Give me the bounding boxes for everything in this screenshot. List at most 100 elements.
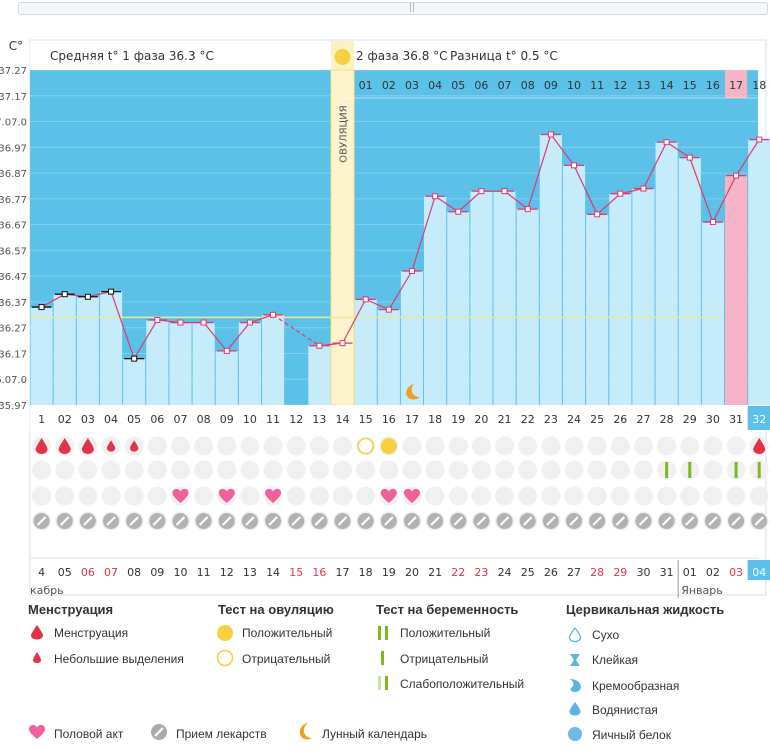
date-label: 20 — [405, 566, 419, 579]
event-slot — [240, 436, 260, 456]
phase2-day-label: 09 — [544, 79, 558, 92]
y-tick-label: 36.17 — [0, 349, 27, 360]
phase2-header — [341, 41, 758, 70]
ovulation-label: ОВУЛЯЦИЯ — [339, 105, 350, 163]
event-slot — [32, 486, 52, 506]
temperature-line-segment — [620, 187, 644, 195]
date-label: 18 — [359, 566, 373, 579]
cycle-day-label: 30 — [706, 413, 720, 426]
pill-stroke — [152, 516, 163, 526]
y-tick-label: 37.17 — [0, 92, 27, 103]
y-tick-label: 36.27 — [0, 324, 27, 335]
date-label: 12 — [220, 566, 234, 579]
pill-stroke — [546, 516, 556, 526]
date-label: 29 — [613, 566, 627, 579]
single-bar-icon — [734, 462, 738, 478]
y-tick-label: 37.07.0 — [0, 118, 27, 129]
heart-icon — [172, 489, 189, 503]
chart-svg: Средняя t° 1 фаза 36.3 °C 2 фаза 36.8 °C Р… — [0, 39, 770, 598]
date-label: 4 — [38, 566, 45, 579]
phase2-day-label: 11 — [590, 79, 604, 92]
pill-stroke — [661, 516, 672, 526]
single-bar-icon — [381, 651, 384, 665]
date-label: 24 — [498, 566, 512, 579]
blood-drop-icon — [753, 438, 766, 454]
event-slot — [448, 460, 468, 480]
event-slot — [471, 460, 491, 480]
legend-meds: Прием лекарств — [176, 727, 267, 741]
temperature-line-segment — [642, 141, 668, 189]
event-slot — [564, 486, 584, 506]
temperature-line-segment — [550, 134, 575, 166]
event-slot — [309, 460, 329, 480]
temperature-line-segment — [133, 319, 158, 359]
bbt-chart: Средняя t° 1 фаза 36.3 °C 2 фаза 36.8 °C Р… — [0, 39, 770, 598]
temperature-bar — [30, 307, 53, 405]
temperature-line-segment — [203, 322, 228, 352]
temperature-point — [640, 185, 647, 192]
phase2-day-label: 06 — [474, 79, 488, 92]
event-slot — [147, 486, 167, 506]
month-label: кабрь — [30, 584, 64, 597]
event-slot — [495, 460, 515, 480]
cycle-day-label: 15 — [359, 413, 373, 426]
pill-stroke — [708, 516, 718, 526]
temperature-bar — [354, 299, 377, 405]
temperature-point — [223, 347, 230, 354]
event-slot — [541, 436, 561, 456]
cycle-day-label: 03 — [81, 413, 95, 426]
temperature-bar — [725, 175, 748, 405]
phase2-day-label: 12 — [613, 79, 627, 92]
date-label: 15 — [289, 566, 303, 579]
date-label: 26 — [544, 566, 558, 579]
event-slot — [495, 436, 515, 456]
event-slot — [726, 436, 746, 456]
cycle-day-label: 32 — [752, 413, 766, 426]
cycle-day-label: 19 — [451, 413, 465, 426]
temperature-point — [154, 316, 161, 323]
cycle-day-label: 08 — [197, 413, 211, 426]
top-resize-bar[interactable]: || — [18, 2, 768, 15]
date-label: 07 — [104, 566, 118, 579]
temperature-point — [501, 188, 508, 195]
legend-sex: Половой акт — [54, 727, 124, 741]
event-slot — [194, 486, 214, 506]
pill-stroke — [523, 516, 533, 526]
date-label: 04 — [752, 566, 766, 579]
legend-cervical-title: Цервикальная жидкость — [566, 602, 725, 617]
event-slot — [101, 486, 121, 506]
temperature-bar — [655, 142, 678, 405]
temperature-point — [316, 342, 323, 349]
pill-stroke — [198, 516, 209, 526]
pill-stroke — [731, 516, 741, 526]
phase2-day-label: 18 — [752, 79, 766, 92]
temperature-bar — [400, 271, 424, 405]
phase1-text: Средняя t° 1 фаза 36.3 °C — [50, 49, 214, 63]
temperature-point — [733, 172, 740, 179]
temperature-line-segment — [573, 165, 598, 215]
cycle-day-label: 29 — [683, 413, 697, 426]
date-label: 22 — [451, 566, 465, 579]
temperature-line-segment — [341, 299, 367, 344]
blood-drop-icon — [35, 438, 48, 454]
event-slot — [448, 436, 468, 456]
temperature-line-segment — [457, 190, 482, 213]
today-date-highlight — [747, 560, 770, 580]
event-slot — [680, 486, 700, 506]
temperature-point — [455, 208, 462, 215]
event-slot — [448, 486, 468, 506]
temperature-point — [200, 319, 207, 326]
event-slot — [78, 486, 98, 506]
temperature-bar — [192, 322, 215, 405]
cycle-day-label: 09 — [220, 413, 234, 426]
heart-icon — [218, 489, 235, 503]
cycle-day-label: 12 — [289, 413, 303, 426]
event-slot — [333, 486, 353, 506]
temperature-line-segment — [87, 291, 112, 298]
event-slot — [402, 460, 422, 480]
temperature-line-segment — [411, 196, 436, 272]
single-bar-icon — [688, 462, 692, 478]
temperature-line-segment — [249, 314, 274, 324]
legend-watery: Водянистая — [592, 703, 658, 717]
phase2-day-label: 05 — [451, 79, 465, 92]
